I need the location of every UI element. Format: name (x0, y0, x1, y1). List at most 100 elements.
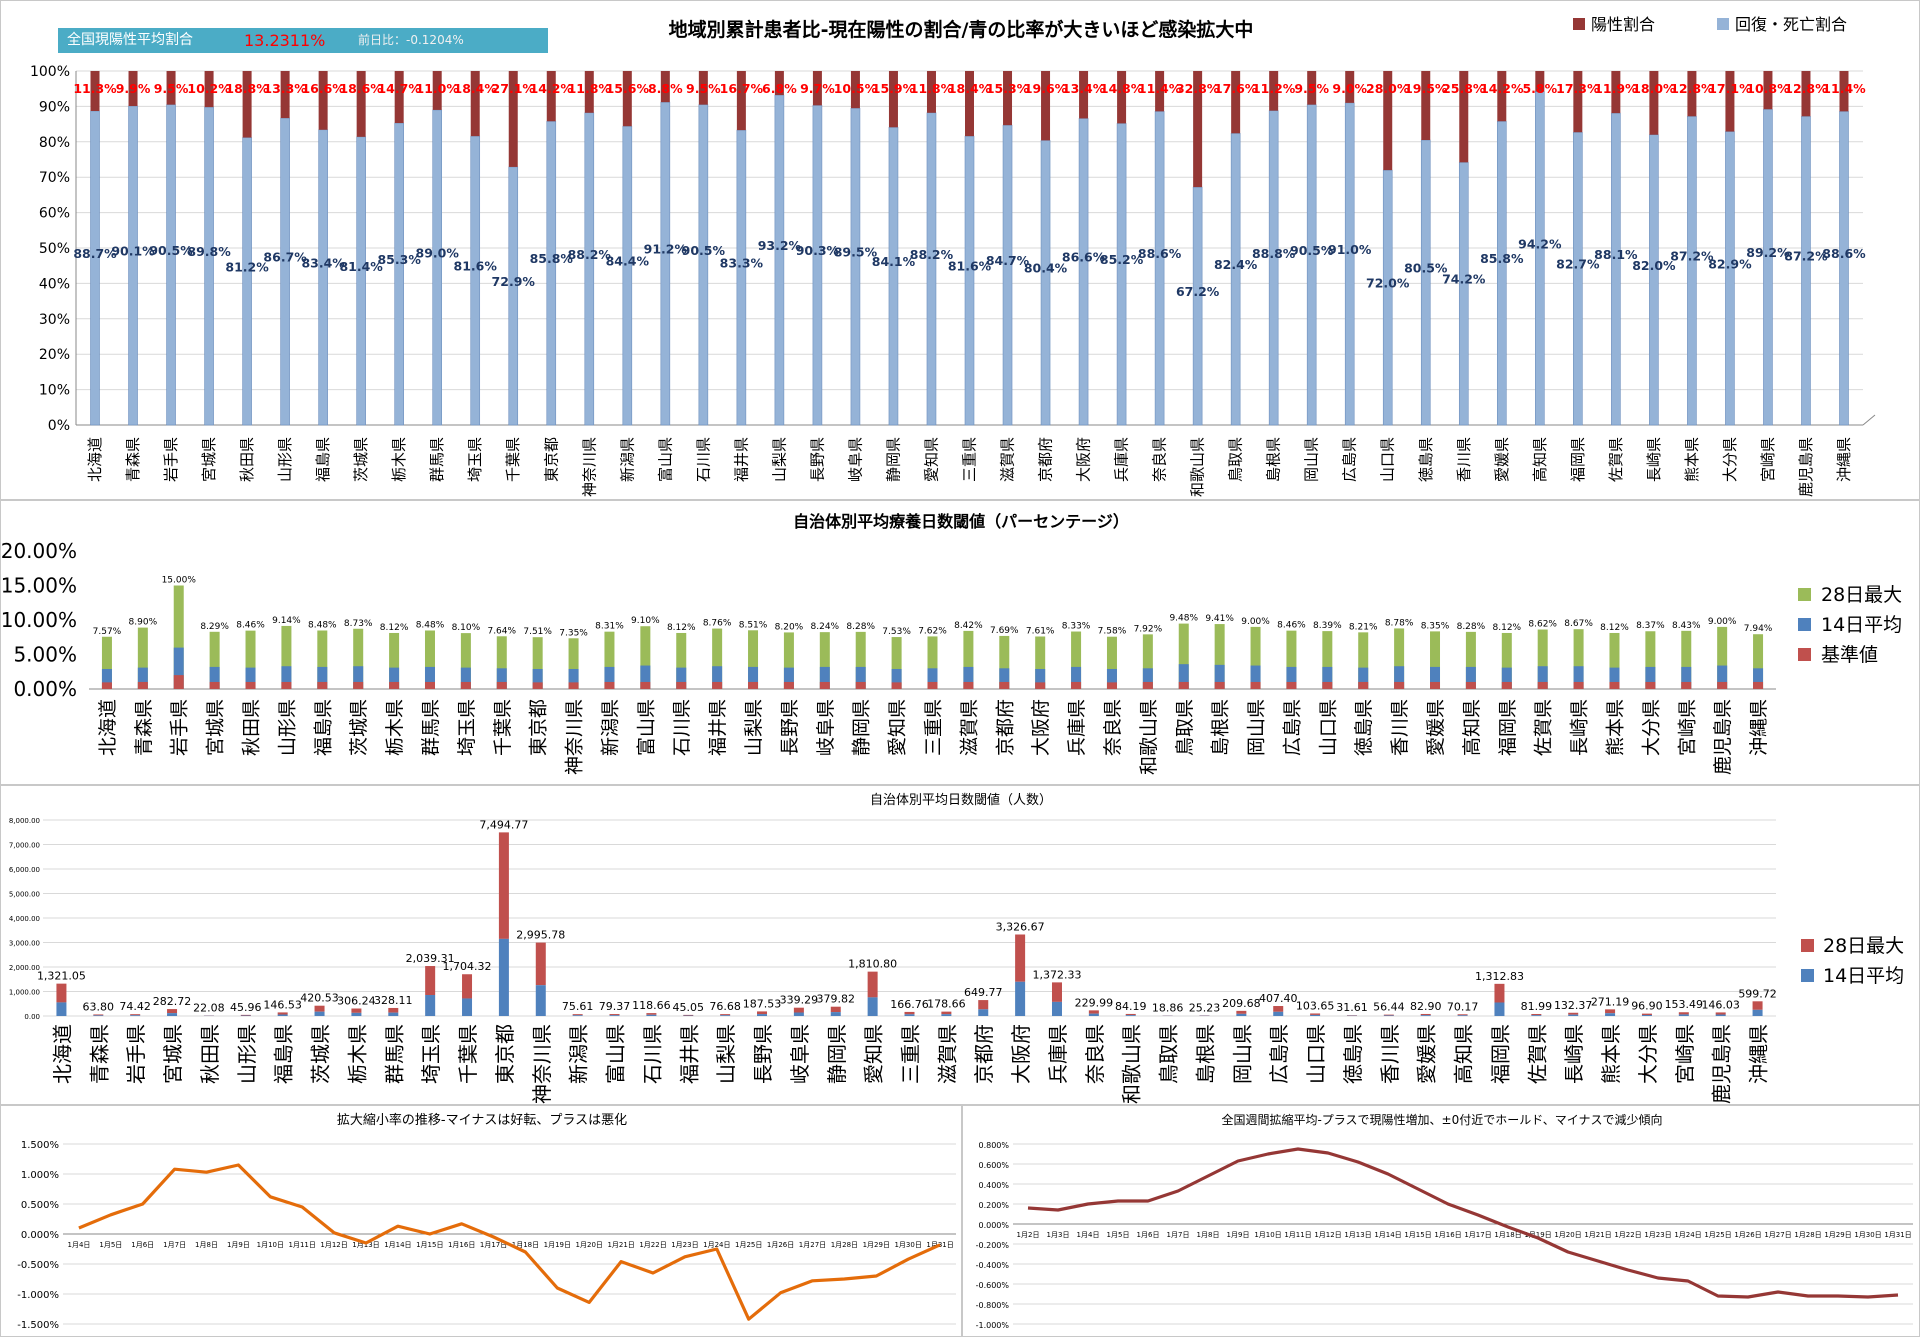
bar-positive (90, 71, 100, 112)
bar-avg14 (1088, 1013, 1099, 1016)
bar-max28 (245, 630, 256, 689)
bar-avg14 (1106, 668, 1117, 689)
bar-recovered (1002, 124, 1013, 426)
bar-base (317, 681, 328, 689)
data-label-recovered: 90.5% (149, 243, 193, 258)
bar-base (963, 681, 974, 689)
y-tick-label: 10% (39, 383, 70, 399)
bar-avg14 (173, 647, 184, 689)
x-tick-label: 滋賀県 (935, 1024, 959, 1084)
data-label-max28: 8.12% (1600, 623, 1629, 633)
x-tick-label: 福井県 (732, 437, 750, 482)
x-tick-label: 兵庫県 (1113, 437, 1131, 482)
bar-positive (584, 71, 594, 113)
bar-base (1322, 681, 1333, 689)
data-label-recovered: 81.6% (948, 259, 992, 274)
bar-avg14 (1494, 1002, 1505, 1016)
data-label-max28: 9.41% (1205, 614, 1234, 624)
x-tick-label: 1月6日 (131, 1241, 154, 1249)
legend-swatch (1798, 618, 1811, 631)
bar-recovered (1040, 140, 1051, 426)
bar-positive (622, 71, 632, 127)
bar-max28 (683, 1014, 694, 1016)
bar-avg14 (496, 668, 507, 689)
bar-avg14 (424, 666, 435, 689)
bar-avg14 (1071, 666, 1082, 689)
bar-positive (394, 71, 404, 124)
data-label-max28: 8.48% (308, 620, 337, 630)
bar-positive (1421, 71, 1431, 141)
x-tick-label: 1月24日 (703, 1241, 730, 1249)
legend-label-avg14: 14日平均 (1823, 965, 1904, 987)
data-label-max28: 8.62% (1528, 620, 1557, 630)
y-tick-label: 0.000% (978, 1221, 1009, 1230)
data-label: 96.90 (1631, 1000, 1663, 1013)
bar-base (532, 682, 543, 689)
bar-max28 (1142, 634, 1153, 689)
data-label-max28: 8.67% (1564, 619, 1593, 629)
data-label: 132.37 (1554, 999, 1593, 1012)
x-tick-label: 大阪府 (1030, 699, 1052, 756)
legend-swatch (1798, 648, 1811, 661)
cumulative-ratio-chart-panel: 全国現陽性平均割合 13.2311% 前日比：-0.1204% 地域別累計患者比… (0, 0, 1920, 500)
data-label-max28: 8.76% (703, 619, 732, 629)
bar-max28 (676, 632, 687, 689)
bar-max28 (173, 585, 184, 689)
bar-base (1250, 681, 1261, 689)
bar-positive (508, 71, 518, 167)
data-label-recovered: 90.5% (682, 243, 726, 258)
data-label-recovered: 91.0% (1328, 242, 1372, 257)
bar-max28 (609, 1014, 620, 1016)
bar-max28 (1645, 631, 1656, 689)
bar-base (783, 681, 794, 689)
x-tick-label: 1月23日 (671, 1241, 698, 1249)
data-label-positive: 16.7% (720, 81, 764, 96)
y-tick-label: 50% (39, 241, 70, 257)
data-label-max28: 8.21% (1349, 622, 1378, 632)
bar-positive (1003, 71, 1013, 126)
bar-recovered (1496, 120, 1507, 426)
data-label-max28: 7.69% (990, 626, 1019, 636)
y-tick-label: 40% (39, 276, 70, 292)
legend-label: 14日平均 (1821, 614, 1902, 636)
x-tick-label: 宮城県 (200, 437, 218, 482)
x-tick-label: 愛媛県 (1493, 437, 1511, 482)
data-label-recovered: 84.7% (986, 253, 1030, 268)
data-label-positive: 18.4% (454, 81, 498, 96)
bar-avg14 (1715, 1014, 1726, 1016)
x-tick-label: 高知県 (1452, 1024, 1476, 1084)
bar-max28 (130, 1014, 141, 1016)
bar-positive (242, 71, 252, 138)
bar-max28 (1568, 1012, 1579, 1015)
data-label-recovered: 83.4% (301, 255, 345, 270)
chart-title: 地域別累計患者比-現在陽性の割合/青の比率が大きいほど感染拡大中 (669, 18, 1254, 41)
bar-base (819, 681, 830, 689)
bar-max28 (1678, 1012, 1689, 1015)
x-tick-label: 長崎県 (1569, 699, 1591, 756)
data-label: 178.66 (927, 998, 966, 1011)
x-tick-label: 宮城県 (205, 699, 227, 756)
bar-avg14 (1310, 1014, 1321, 1016)
x-tick-label: 茨城県 (309, 1024, 333, 1084)
bar-max28 (314, 1005, 325, 1012)
x-tick-label: 山口県 (1304, 1024, 1328, 1084)
x-tick-label: 1月5日 (1107, 1231, 1130, 1239)
data-label: 306.24 (337, 994, 376, 1007)
bar-positive (1193, 71, 1203, 188)
data-label: 649.77 (964, 986, 1003, 999)
bar-max28 (1531, 1013, 1542, 1016)
data-label-positive: 5.8% (1522, 81, 1557, 96)
data-label-max28: 7.62% (918, 626, 947, 636)
x-tick-label: 茨城県 (348, 699, 370, 756)
data-label-positive: 11.2% (1252, 81, 1296, 96)
expansion-rate-trend-chart: 拡大縮小率の推移-マイナスは好転、プラスは悪化 -1.500% -1.000% -0.… (17, 1112, 956, 1331)
data-label-positive: 27.1% (492, 81, 536, 96)
y-tick-label: 5.00% (13, 643, 77, 667)
treatment-days-people-chart-panel: 自治体別平均日数閾値（人数） 0.00 1,000.00 2,000.00 3,000.… (0, 785, 1920, 1105)
x-tick-label: 1月25日 (1704, 1231, 1731, 1239)
data-label-positive: 10.8% (1746, 81, 1790, 96)
bar-max28 (819, 632, 830, 689)
data-label: 379.82 (817, 993, 856, 1006)
bar-avg14 (1250, 665, 1261, 689)
x-tick-label: 京都府 (994, 699, 1016, 756)
